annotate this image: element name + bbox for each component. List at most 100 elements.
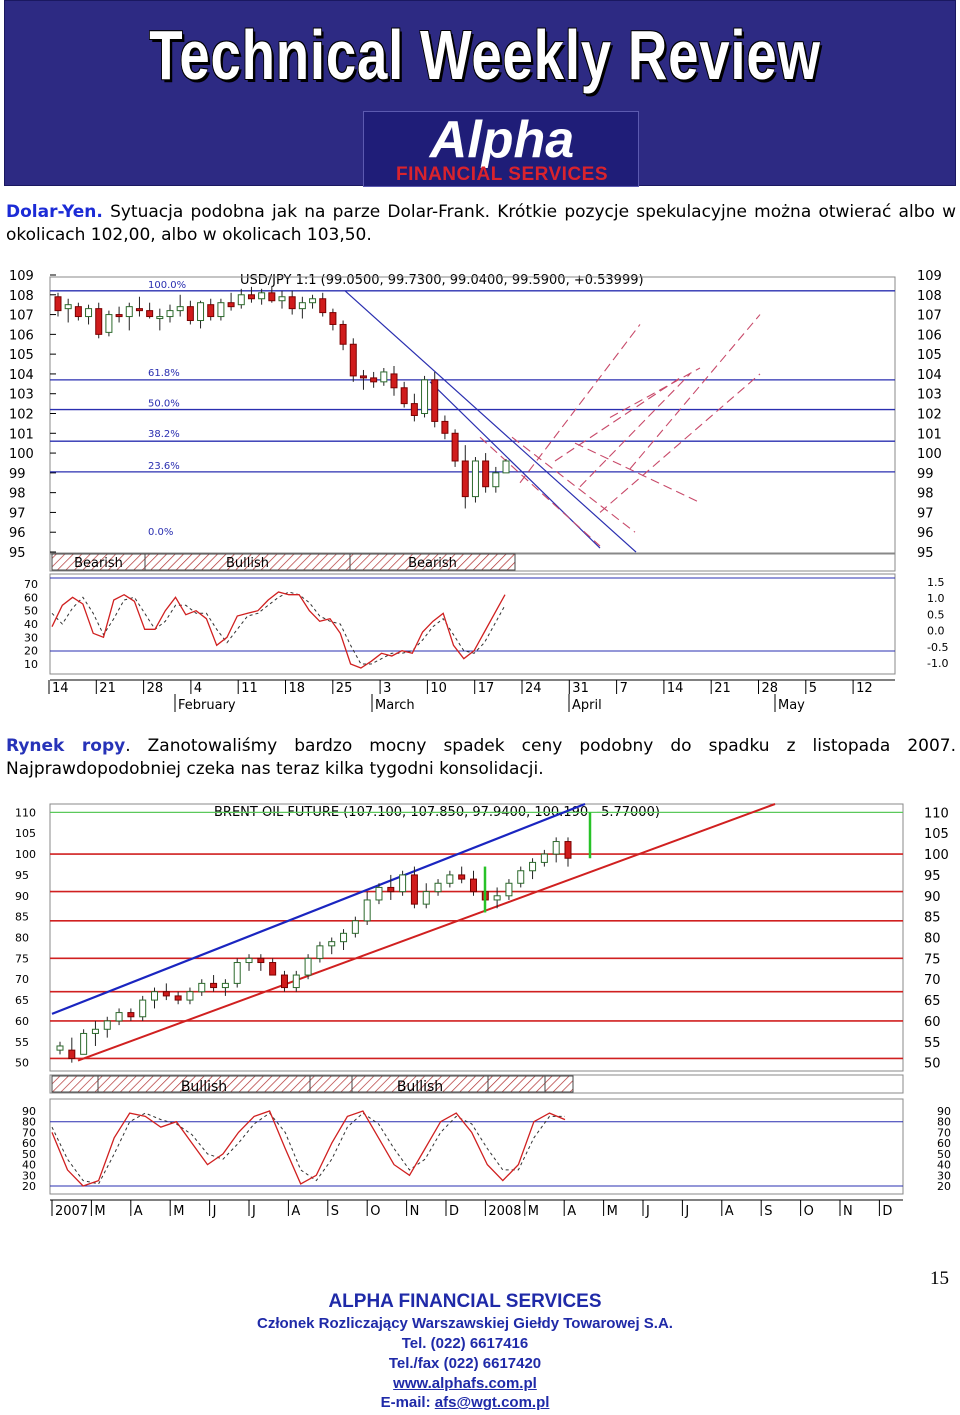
candle-body xyxy=(257,957,265,964)
candle-body xyxy=(359,375,367,379)
candle-body xyxy=(529,861,537,872)
candle-body xyxy=(258,292,266,300)
y-tick-label-right: 60 xyxy=(924,1015,941,1030)
downtrend-line-2 xyxy=(429,381,601,549)
x-tick-label: J xyxy=(251,1204,256,1219)
indicator-tick-right: 20 xyxy=(937,1180,951,1193)
x-tick-label: 28 xyxy=(762,681,779,696)
indicator-tick-right: -0.5 xyxy=(927,641,948,654)
y-tick-label-right: 97 xyxy=(917,506,934,521)
y-tick-label-right: 55 xyxy=(924,1036,941,1051)
projection-line xyxy=(574,442,701,504)
candle-body xyxy=(207,304,215,318)
page-number: 15 xyxy=(930,1268,949,1289)
y-tick-label-left: 75 xyxy=(15,952,29,965)
y-tick-label-left: 105 xyxy=(15,827,36,840)
indicator-tick-left: 30 xyxy=(24,631,38,644)
y-tick-label-right: 50 xyxy=(924,1057,941,1072)
y-tick-label-right: 85 xyxy=(924,911,941,926)
footer-telfax: Tel./fax (022) 6617420 xyxy=(388,1355,542,1372)
y-tick-label-left: 109 xyxy=(9,269,34,284)
x-tick-label: 5 xyxy=(809,681,817,696)
y-tick-label-left: 104 xyxy=(9,368,34,383)
y-tick-label-right: 106 xyxy=(917,328,942,343)
x-tick-label: 21 xyxy=(99,681,116,696)
x-tick-label: 18 xyxy=(289,681,306,696)
projection-line xyxy=(579,373,691,488)
indicator-tick-right: 0.5 xyxy=(927,608,945,621)
indicator-main-line xyxy=(51,1110,566,1187)
candle-body xyxy=(422,891,430,905)
website-link[interactable]: www.alphafs.com.pl xyxy=(393,1375,537,1392)
y-tick-label-left: 85 xyxy=(15,911,29,924)
report-title: Technical Weekly Review xyxy=(149,16,821,94)
signal-band-label: Bullish xyxy=(181,1079,227,1095)
candle-body xyxy=(304,957,312,976)
candle-body xyxy=(316,945,324,959)
indicator-tick-right: 70 xyxy=(937,1126,951,1139)
indicator-tick-left: 60 xyxy=(24,591,38,604)
x-tick-label: M xyxy=(528,1204,539,1219)
fib-level-label: 23.6% xyxy=(148,461,180,472)
y-tick-label-right: 102 xyxy=(917,408,942,423)
candle-body xyxy=(410,403,418,416)
x-tick-label: O xyxy=(804,1204,814,1219)
header-banner: Technical Weekly Review Alpha FINANCIAL … xyxy=(4,0,956,187)
candle-body xyxy=(400,387,408,405)
projection-line xyxy=(519,324,641,484)
indicator-panel-frame xyxy=(49,573,896,675)
y-tick-label-right: 65 xyxy=(924,994,941,1009)
month-label: February xyxy=(178,698,236,713)
candle-body xyxy=(471,460,479,498)
y-tick-label-left: 90 xyxy=(15,890,29,903)
signal-band xyxy=(351,1075,489,1093)
candle-body xyxy=(54,296,62,312)
y-tick-label-right: 99 xyxy=(917,467,934,482)
candle-body xyxy=(80,1032,88,1055)
candle-body xyxy=(434,882,442,893)
candle-body xyxy=(370,377,378,383)
y-tick-label-left: 107 xyxy=(9,309,34,324)
y-tick-label-left: 103 xyxy=(9,388,34,403)
candle-body xyxy=(431,379,439,422)
x-tick-label: O xyxy=(370,1204,380,1219)
indicator-tick-left: 10 xyxy=(24,658,38,671)
x-tick-label: D xyxy=(449,1204,459,1219)
footer-tel: Tel. (022) 6617416 xyxy=(401,1335,529,1352)
y-tick-label-right: 95 xyxy=(924,869,941,884)
logo-main-text: Alpha xyxy=(429,111,575,169)
candle-body xyxy=(340,932,348,943)
signal-band xyxy=(487,1075,546,1093)
y-tick-label-left: 102 xyxy=(9,408,34,423)
candle-body xyxy=(115,314,123,318)
x-tick-label: N xyxy=(410,1204,420,1219)
candle-body xyxy=(387,886,395,893)
indicator-tick-left: 50 xyxy=(22,1148,36,1161)
candle-body xyxy=(174,995,182,1001)
y-tick-label-right: 98 xyxy=(917,487,934,502)
email-link[interactable]: afs@wgt.com.pl xyxy=(434,1394,550,1411)
x-tick-label: 11 xyxy=(241,681,258,696)
indicator-tick-right: 90 xyxy=(937,1105,951,1118)
candle-body xyxy=(85,308,93,318)
email-label: E-mail: xyxy=(380,1394,435,1411)
signal-band xyxy=(544,1075,574,1093)
x-tick-label: M xyxy=(94,1204,105,1219)
indicator-tick-left: 30 xyxy=(22,1169,36,1182)
indicator-panel-frame xyxy=(49,1098,904,1195)
candle-body xyxy=(319,298,327,314)
candle-body xyxy=(492,472,500,488)
candle-body xyxy=(210,982,218,989)
indicator-tick-left: 70 xyxy=(22,1126,36,1139)
signal-band-label: Bearish xyxy=(74,556,123,571)
x-tick-label: M xyxy=(173,1204,184,1219)
indicator-tick-left: 20 xyxy=(24,645,38,658)
candle-body xyxy=(186,306,194,322)
section-oil-text: Rynek ropy. Zanotowaliśmy bardzo mocny s… xyxy=(6,735,956,781)
x-tick-label: 14 xyxy=(52,681,69,696)
section-usdjpy-text: Dolar-Yen. Sytuacja podobna jak na parze… xyxy=(6,201,956,247)
x-tick-label: A xyxy=(134,1204,143,1219)
signal-band xyxy=(97,1075,311,1093)
section-body: . Zanotowaliśmy bardzo mocny spadek ceny… xyxy=(6,736,957,779)
candle-body xyxy=(217,302,225,318)
